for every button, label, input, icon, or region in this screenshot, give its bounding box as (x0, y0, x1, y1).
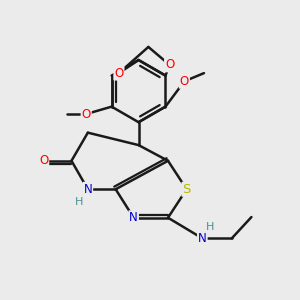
Text: N: N (83, 183, 92, 196)
Text: H: H (74, 197, 83, 207)
Text: O: O (39, 154, 48, 167)
Text: O: O (114, 67, 124, 80)
Text: S: S (182, 183, 191, 196)
Text: O: O (82, 107, 91, 121)
Text: O: O (165, 58, 174, 71)
Text: H: H (206, 222, 215, 232)
Text: N: N (129, 211, 138, 224)
Text: O: O (180, 75, 189, 88)
Text: N: N (198, 232, 207, 245)
